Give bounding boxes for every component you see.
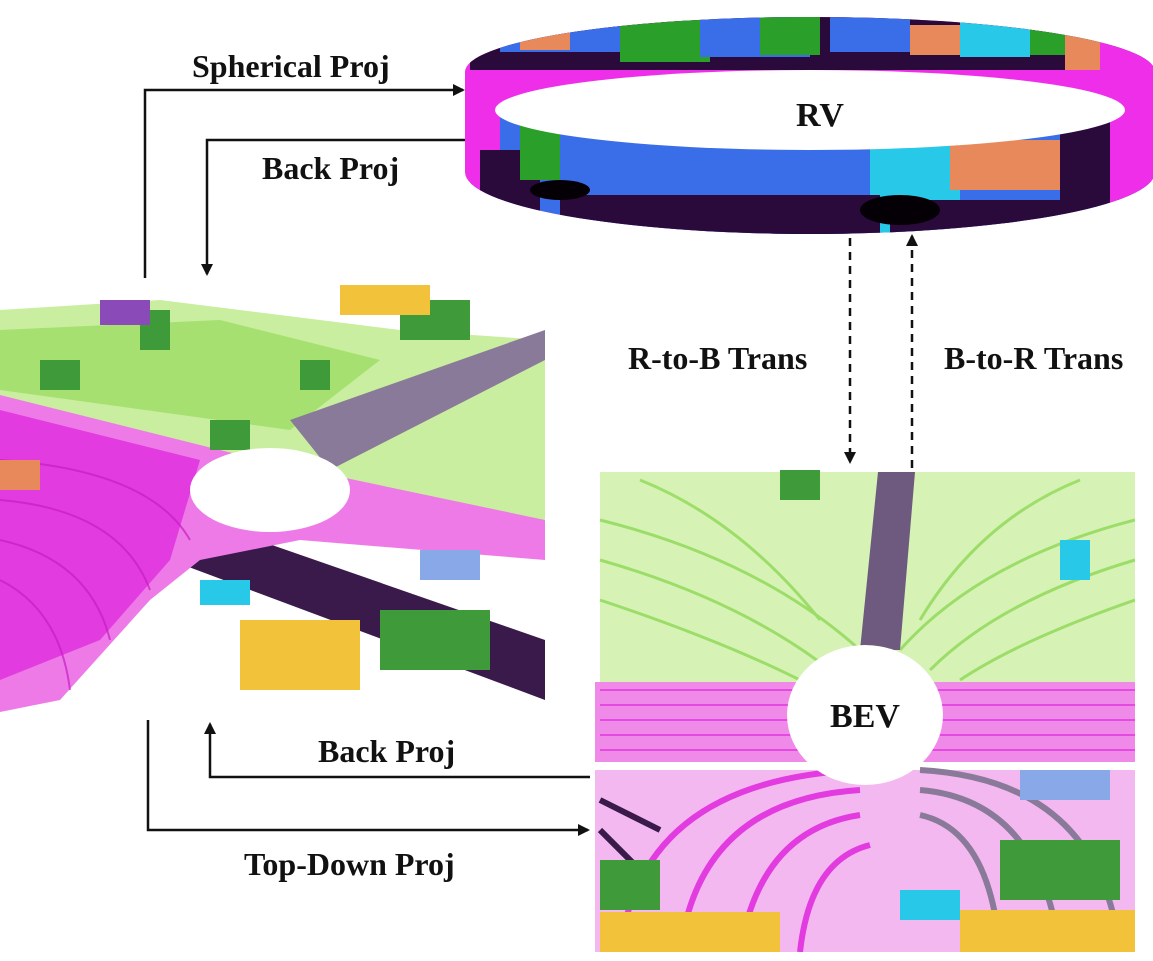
bev-label: BEV bbox=[830, 698, 900, 735]
b-to-r-trans-label: B-to-R Trans bbox=[944, 340, 1124, 376]
spherical-proj-label: Spherical Proj bbox=[192, 48, 390, 84]
back-proj-bottom-arrow bbox=[204, 722, 590, 779]
top-down-proj-arrow bbox=[146, 720, 590, 836]
point-cloud-3d-view bbox=[0, 280, 545, 712]
back-proj-top-label: Back Proj bbox=[262, 150, 400, 186]
rv-label: RV bbox=[796, 97, 844, 134]
r-to-b-trans-label: R-to-B Trans bbox=[628, 340, 808, 376]
top-down-proj-label: Top-Down Proj bbox=[244, 846, 455, 882]
back-proj-bottom-label: Back Proj bbox=[318, 733, 456, 769]
back-proj-top-arrow bbox=[201, 138, 465, 276]
spherical-proj-arrow bbox=[143, 84, 465, 278]
bev-birds-eye-view: BEV bbox=[595, 470, 1135, 952]
rv-range-view-ring: RV bbox=[465, 17, 1153, 234]
